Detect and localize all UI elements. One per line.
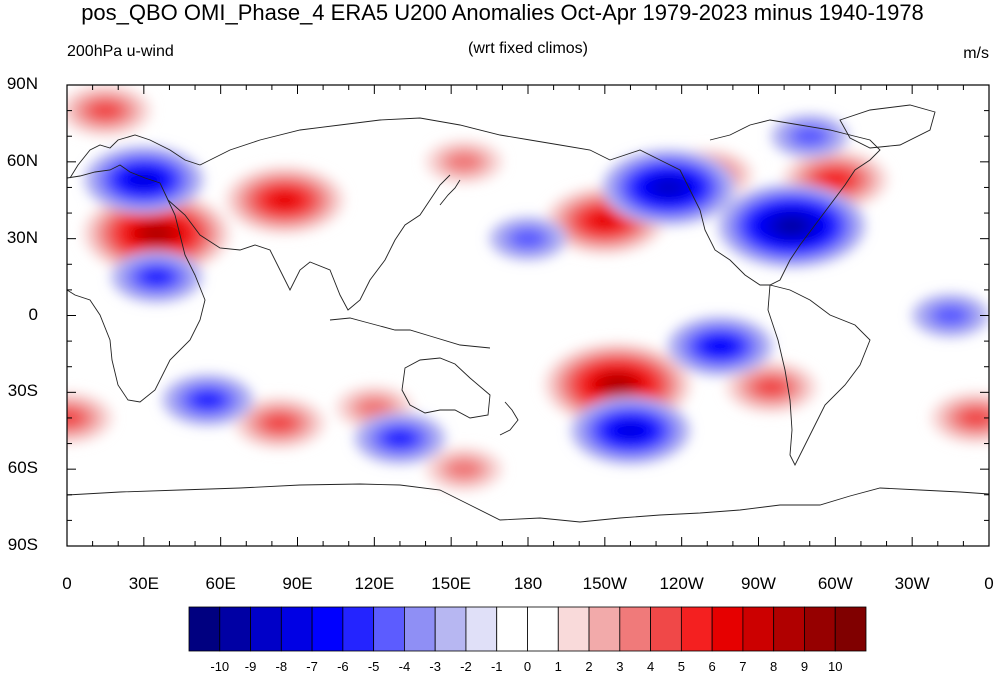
anomaly-contour-18-4 (192, 391, 224, 409)
lat-tick-label: 90N (6, 74, 38, 93)
subtitle: (wrt fixed climos) (467, 40, 588, 57)
anomaly-contour-6-5 (820, 171, 850, 188)
colorbar-tick-label: -9 (244, 659, 257, 674)
lon-tick-label: 0 (62, 574, 72, 593)
anomaly-contour-13-3 (447, 459, 481, 479)
colorbar-box (434, 606, 467, 652)
colorbar-box (680, 606, 713, 652)
axis-ticks (66, 84, 990, 547)
anomaly-field (67, 85, 989, 492)
colorbar-box (311, 606, 344, 652)
colorbar-tick-label: -7 (306, 659, 318, 674)
colorbar-box (188, 606, 221, 652)
anomaly-contour-19-4 (384, 429, 416, 448)
colorbar-box (373, 606, 405, 652)
lon-tick-label: 90W (741, 574, 776, 593)
anomaly-contour-23-3 (933, 306, 968, 325)
colorbar-tick-label: -8 (275, 659, 288, 674)
colorbar-box (773, 606, 805, 652)
colorbar-tick-label: 2 (585, 659, 593, 674)
lon-tick-label: 120E (354, 574, 395, 593)
colorbar-box (465, 606, 498, 652)
colorbar-tick-label: 6 (708, 659, 716, 674)
colorbar-box (619, 606, 651, 652)
colorbar-box (588, 606, 621, 652)
colorbar-box (742, 606, 775, 652)
lon-tick-label: 180 (513, 574, 543, 593)
colorbar-tick-label: -2 (460, 659, 472, 674)
colorbar-tick-label: -10 (210, 659, 230, 674)
lon-tick-label: 30E (128, 574, 159, 593)
anomaly-contour-12-3 (357, 398, 392, 418)
anomaly-contour-3-3 (447, 152, 481, 172)
anomaly-contour-8-4 (755, 378, 787, 396)
anomaly-contour-14-6 (129, 171, 158, 188)
colorbar-tick-label: 5 (677, 659, 685, 674)
colorbar-tick-label: -4 (398, 659, 411, 674)
colorbar-box (219, 606, 251, 652)
lat-tick-label: 30N (6, 227, 38, 247)
anomaly-contour-2-4 (90, 101, 121, 120)
colorbar-box (496, 606, 528, 652)
anomaly-contour-16-8 (778, 218, 805, 234)
anomaly-contour-4-6 (590, 212, 619, 229)
colorbar-tick-label: -5 (367, 659, 380, 674)
anomaly-contour-15-7 (655, 179, 683, 196)
anomaly-contour-1-6 (270, 192, 299, 209)
colorbar-box (834, 606, 867, 652)
lon-tick-label: 90E (282, 574, 313, 593)
units-label: m/s (963, 45, 989, 62)
coastlines (67, 104, 989, 523)
colorbar-tick-label: 1 (554, 659, 562, 674)
lat-tick-label: 0 (28, 304, 38, 324)
lat-tick-label: 30S (7, 381, 38, 401)
anomaly-contour-24-3 (793, 126, 827, 146)
page-title: pos_QBO OMI_Phase_4 ERA5 U200 Anomalies … (81, 0, 924, 25)
colorbar-tick-label: 4 (646, 659, 655, 674)
colorbar-tick-label: 0 (523, 659, 532, 674)
lat-tick-label: 60S (7, 458, 38, 478)
lon-tick-label: 60W (817, 574, 853, 593)
anomaly-contour-20-6 (616, 422, 645, 439)
anomaly-contour-22-3 (511, 229, 545, 249)
lat-tick-label: 90S (7, 535, 38, 554)
colorbar-tick-label: 3 (616, 659, 624, 674)
colorbar-box (404, 606, 436, 652)
colorbar-tick-label: 9 (800, 659, 809, 674)
anomaly-contour-11-4 (264, 414, 295, 432)
anomaly-contour-10-4 (67, 409, 83, 427)
colorbar-box (280, 606, 313, 652)
variable-label: 200hPa u-wind (67, 43, 174, 60)
colorbar-tick-label: 8 (770, 659, 778, 674)
lon-tick-label: 60E (205, 574, 236, 593)
colorbar-box (711, 606, 744, 652)
colorbar-box (342, 606, 375, 652)
colorbar-tick-label: 7 (739, 659, 747, 674)
colorbar-box (557, 606, 590, 652)
anomaly-contour-7-8 (604, 377, 631, 393)
anomaly-contour-21-5 (705, 338, 735, 355)
colorbar-tick-label: -3 (429, 659, 441, 674)
lat-tick-label: 60N (6, 150, 38, 170)
colorbar-box (650, 606, 682, 652)
colorbar-box (804, 606, 836, 652)
lon-tick-label: 150W (582, 574, 628, 593)
colorbar-box (250, 606, 282, 652)
anomaly-contour-0-8 (143, 226, 170, 241)
anomaly-contour-17-4 (141, 268, 172, 286)
colorbar-box (527, 606, 559, 652)
colorbar-tick-label: -6 (337, 659, 349, 674)
anomaly-contour-9-4 (960, 409, 989, 427)
lon-tick-label: 150E (431, 574, 472, 593)
colorbar (188, 606, 867, 652)
colorbar-tick-label: -1 (490, 659, 503, 674)
lon-tick-label: 120W (659, 574, 704, 593)
lon-tick-label: 0 (984, 574, 994, 593)
colorbar-tick-label: 10 (827, 659, 843, 674)
lon-tick-label: 30W (894, 574, 930, 593)
